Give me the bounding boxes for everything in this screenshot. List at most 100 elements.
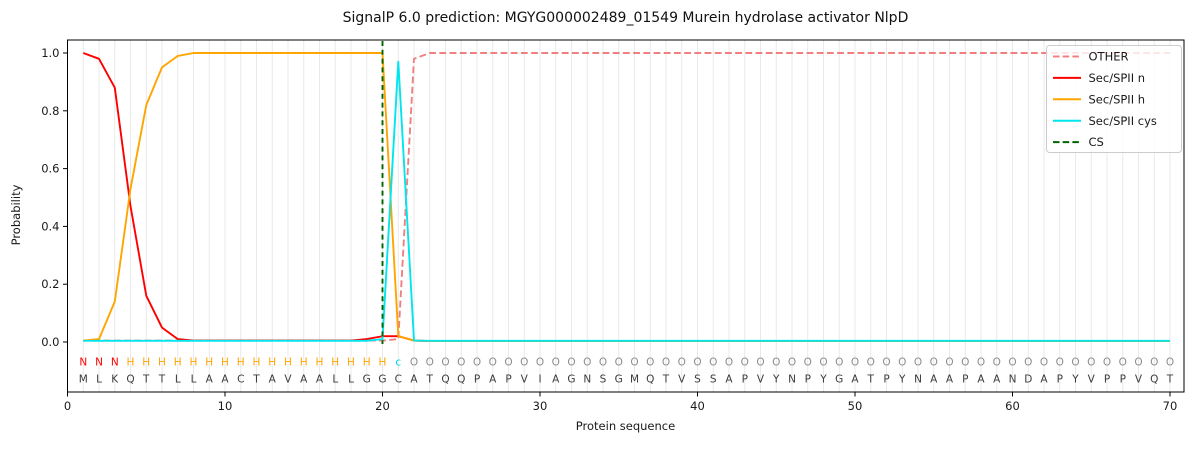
- region-label: H: [363, 357, 371, 369]
- sequence-letter: A: [489, 374, 497, 386]
- sequence-letter: G: [363, 374, 371, 386]
- region-label: O: [410, 357, 418, 369]
- y-axis-label: Probability: [9, 184, 23, 246]
- x-axis-label: Protein sequence: [575, 419, 676, 433]
- y-tick-label: 0.6: [41, 162, 59, 176]
- x-tick-label: 60: [1005, 399, 1020, 413]
- sequence-letter: L: [191, 374, 197, 386]
- sequence-letter: N: [583, 374, 591, 386]
- sequence-letter: Q: [126, 374, 134, 386]
- x-tick-label: 50: [848, 399, 863, 413]
- region-label: O: [977, 357, 985, 369]
- sequence-letter: K: [111, 374, 119, 386]
- sequence-letter: A: [930, 374, 938, 386]
- region-label: O: [583, 357, 591, 369]
- sequence-letter: Y: [819, 374, 827, 386]
- y-tick-label: 0.4: [41, 219, 59, 233]
- region-label: O: [898, 357, 906, 369]
- sequence-letter: A: [552, 374, 560, 386]
- region-label: H: [174, 357, 182, 369]
- sequence-letter: G: [378, 374, 386, 386]
- sequence-letter: D: [1024, 374, 1032, 386]
- sequence-letter: A: [269, 374, 277, 386]
- legend-label-other: OTHER: [1089, 50, 1129, 64]
- sequence-letter: V: [1135, 374, 1143, 386]
- region-label: O: [552, 357, 560, 369]
- region-label: H: [205, 357, 213, 369]
- sequence-letter: N: [1009, 374, 1017, 386]
- region-label: O: [788, 357, 796, 369]
- region-label: O: [945, 357, 953, 369]
- legend-box: [1046, 45, 1182, 153]
- region-label: H: [237, 357, 245, 369]
- y-tick-label: 0.8: [41, 104, 59, 118]
- region-label: H: [331, 357, 339, 369]
- region-label: c: [395, 357, 401, 369]
- x-tick-label: 70: [1163, 399, 1178, 413]
- region-label: O: [457, 357, 465, 369]
- sequence-letter: I: [538, 374, 541, 386]
- region-label: O: [709, 357, 717, 369]
- sequence-letter: V: [1088, 374, 1096, 386]
- region-label: O: [630, 357, 638, 369]
- region-label: O: [1024, 357, 1032, 369]
- sequence-letter: T: [662, 374, 670, 386]
- region-label: H: [268, 357, 276, 369]
- sequence-letter: V: [678, 374, 686, 386]
- region-label: O: [1008, 357, 1016, 369]
- region-label: O: [473, 357, 481, 369]
- region-label: O: [835, 357, 843, 369]
- sequence-letter: P: [805, 374, 811, 386]
- sequence-letter: T: [867, 374, 875, 386]
- region-label: O: [1056, 357, 1064, 369]
- region-label: O: [567, 357, 575, 369]
- region-label: H: [347, 357, 355, 369]
- region-label: O: [882, 357, 890, 369]
- region-label: N: [95, 357, 103, 369]
- series-line-other: [83, 52, 1170, 342]
- region-label: H: [142, 357, 150, 369]
- sequence-letter: P: [1057, 374, 1063, 386]
- region-label: N: [79, 357, 87, 369]
- region-label: O: [1040, 357, 1048, 369]
- sequence-letter: G: [835, 374, 843, 386]
- region-label: H: [253, 357, 261, 369]
- sequence-letter: Q: [1150, 374, 1158, 386]
- region-label: O: [1150, 357, 1158, 369]
- region-label: O: [678, 357, 686, 369]
- sequence-letter: G: [567, 374, 575, 386]
- legend-label-sec-spii-h: Sec/SPII h: [1089, 92, 1146, 106]
- region-label: O: [1071, 357, 1079, 369]
- sequence-letter: Y: [898, 374, 906, 386]
- series-line-sec-spii-cys: [83, 60, 1170, 342]
- sequence-letter: C: [395, 374, 402, 386]
- sequence-letter: A: [1040, 374, 1048, 386]
- sequence-letter: A: [410, 374, 418, 386]
- sequence-letter: V: [284, 374, 292, 386]
- sequence-letter: P: [962, 374, 968, 386]
- region-label: H: [300, 357, 308, 369]
- region-label: O: [914, 357, 922, 369]
- sequence-letter: P: [1104, 374, 1110, 386]
- region-label: O: [646, 357, 654, 369]
- x-tick-label: 0: [64, 399, 71, 413]
- region-label: H: [379, 357, 387, 369]
- sequence-letter: M: [79, 374, 88, 386]
- sequence-letter: S: [600, 374, 607, 386]
- sequence-letter: Y: [772, 374, 780, 386]
- sequence-letter: A: [206, 374, 214, 386]
- region-label: O: [520, 357, 528, 369]
- region-label: O: [599, 357, 607, 369]
- sequence-letter: P: [505, 374, 511, 386]
- sequence-letter: L: [96, 374, 102, 386]
- sequence-letter: Q: [457, 374, 465, 386]
- sequence-letter: T: [252, 374, 260, 386]
- y-tick-label: 0.0: [41, 335, 59, 349]
- sequence-letter: P: [742, 374, 748, 386]
- sequence-letter: L: [348, 374, 354, 386]
- sequence-letter: T: [142, 374, 150, 386]
- sequence-letter: V: [757, 374, 765, 386]
- region-label: O: [536, 357, 544, 369]
- sequence-letter: P: [883, 374, 889, 386]
